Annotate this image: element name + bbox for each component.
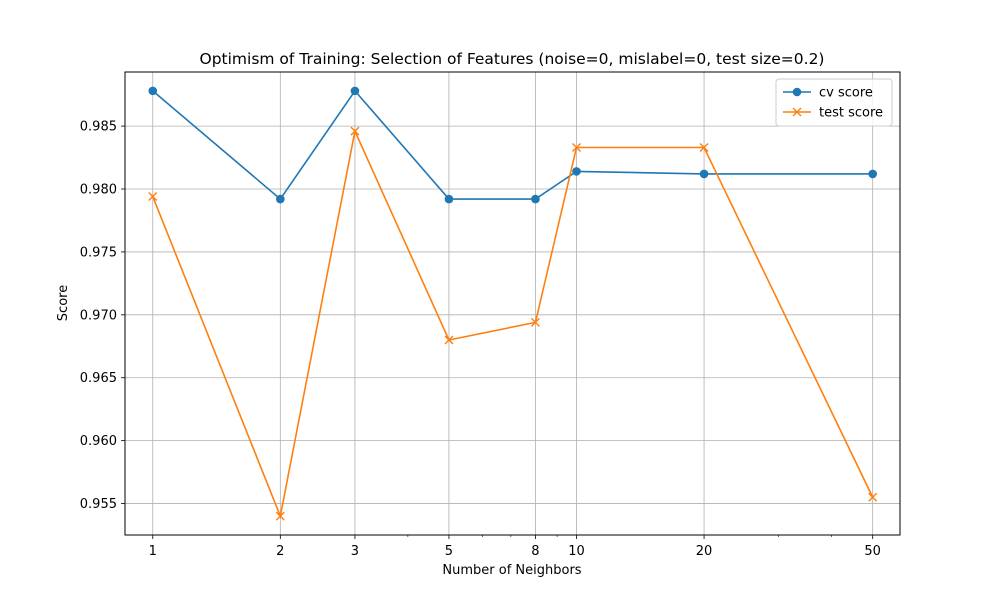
x-tick-label: 50 [864, 544, 881, 559]
data-point [350, 86, 360, 96]
data-point [530, 317, 540, 327]
data-point [444, 335, 454, 345]
y-tick-label: 0.985 [80, 120, 117, 135]
data-point [699, 169, 709, 179]
series-line [152, 128, 874, 519]
series-cv-score [148, 86, 877, 204]
data-point [148, 86, 158, 96]
grid [125, 72, 900, 535]
data-point [350, 126, 360, 136]
legend-item: test score [783, 106, 883, 121]
x-tick-label: 8 [531, 544, 539, 559]
legend: cv score test score [775, 78, 893, 127]
legend-label: cv score [819, 86, 873, 101]
data-point [868, 492, 878, 502]
y-axis-label: Score [56, 285, 71, 321]
series-line [152, 89, 873, 201]
x-tick-label: 1 [149, 544, 157, 559]
legend-label: test score [819, 106, 883, 121]
y-axis-ticks: 0.955 0.960 0.965 0.970 0.975 0.980 0.985 [80, 120, 125, 512]
x-tick-label: 5 [445, 544, 453, 559]
y-tick-label: 0.970 [80, 308, 117, 323]
data-point [531, 194, 540, 204]
y-tick-label: 0.955 [80, 497, 117, 512]
legend-marker [792, 107, 802, 117]
series-layer [148, 86, 878, 521]
legend-box [775, 78, 893, 127]
y-tick-label: 0.980 [80, 183, 117, 198]
data-point [275, 511, 285, 521]
y-tick-label: 0.975 [80, 245, 117, 260]
chart-title: Optimism of Training: Selection of Featu… [200, 50, 825, 68]
x-tick-label: 20 [696, 544, 713, 559]
data-point [148, 192, 158, 202]
plot-frame [124, 71, 901, 536]
series-test-score [148, 126, 878, 521]
x-tick-label: 10 [568, 544, 585, 559]
data-point [572, 142, 581, 152]
x-tick-label: 2 [276, 544, 284, 559]
x-axis-ticks: 1 2 3 5 8 10 20 50 [149, 535, 881, 559]
data-point [572, 167, 581, 176]
legend-marker [792, 87, 802, 97]
y-tick-label: 0.965 [80, 371, 117, 386]
data-point [276, 194, 285, 204]
data-point [444, 194, 454, 204]
legend-item: cv score [783, 86, 873, 101]
y-tick-label: 0.960 [80, 434, 117, 449]
data-point [868, 169, 877, 179]
x-tick-label: 3 [351, 544, 359, 559]
x-axis-label: Number of Neighbors [442, 563, 581, 578]
data-point [699, 142, 709, 152]
